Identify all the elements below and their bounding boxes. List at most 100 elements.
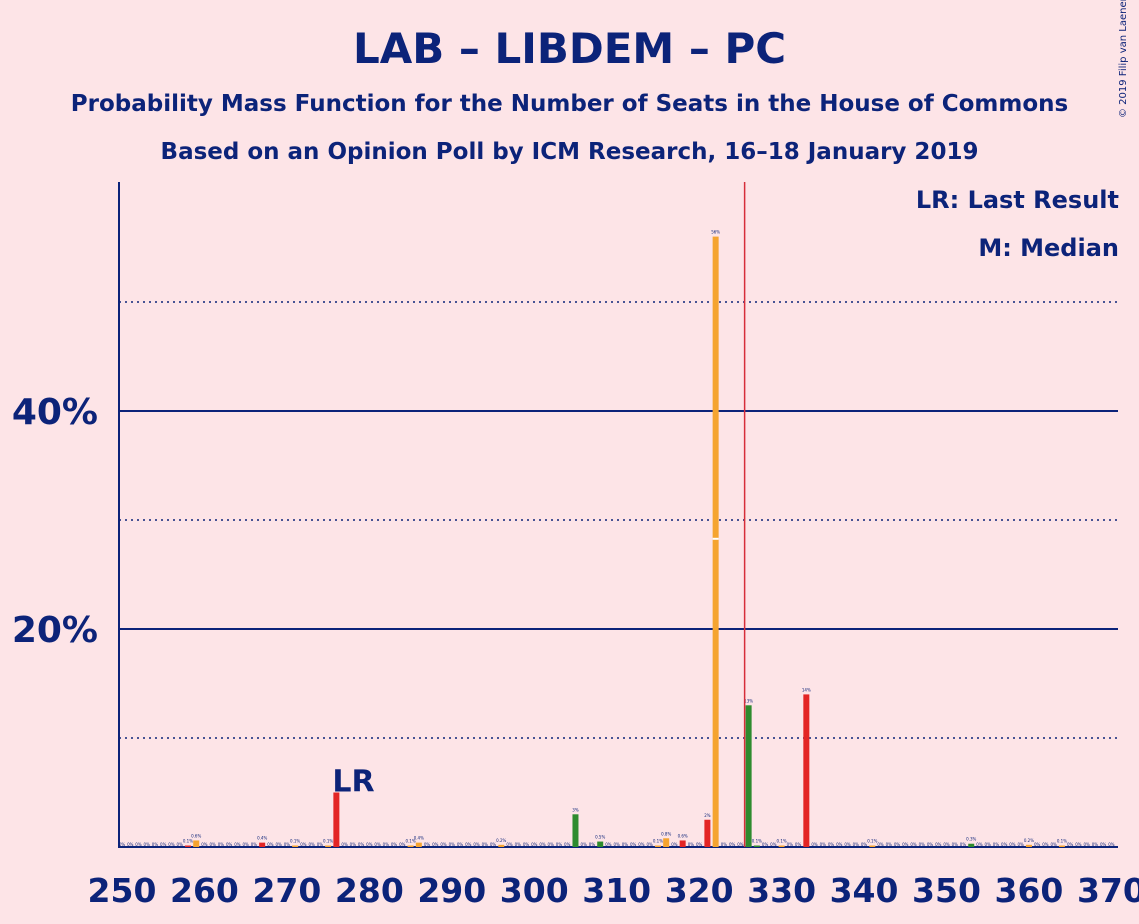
zero-label: 0% (828, 842, 835, 847)
bar-value-label: 0.1% (290, 839, 300, 844)
bar-seat-330 (778, 845, 785, 847)
zero-label: 0% (581, 842, 588, 847)
zero-label: 0% (424, 842, 431, 847)
bar-value-label: 56% (711, 230, 720, 235)
zero-label: 0% (127, 842, 134, 847)
bar-value-label: 0.1% (1057, 839, 1067, 844)
zero-label: 0% (251, 842, 258, 847)
zero-label: 0% (449, 842, 456, 847)
zero-label: 0% (853, 842, 860, 847)
bar-seat-333 (803, 694, 810, 847)
bar-seat-322 (712, 236, 719, 848)
zero-label: 0% (548, 842, 555, 847)
zero-label: 0% (1092, 842, 1099, 847)
zero-label: 0% (226, 842, 233, 847)
zero-label: 0% (1001, 842, 1008, 847)
bar-seat-276 (333, 792, 340, 847)
zero-label: 0% (275, 842, 282, 847)
y-tick-label: 20% (12, 610, 98, 651)
zero-label: 0% (1018, 842, 1025, 847)
zero-label: 0% (844, 842, 851, 847)
bar-seat-271 (292, 845, 299, 847)
zero-label: 0% (638, 842, 645, 847)
zero-label: 0% (770, 842, 777, 847)
x-tick-label: 250 (88, 871, 157, 910)
zero-label: 0% (144, 842, 151, 847)
bar-seat-341 (869, 845, 876, 847)
zero-label: 0% (1108, 842, 1115, 847)
zero-label: 0% (1100, 842, 1107, 847)
x-tick-label: 310 (582, 871, 651, 910)
zero-label: 0% (317, 842, 324, 847)
zero-label: 0% (861, 842, 868, 847)
zero-label: 0% (910, 842, 917, 847)
bar-seat-267 (259, 842, 266, 847)
zero-label: 0% (210, 842, 217, 847)
zero-label: 0% (465, 842, 472, 847)
x-tick-label: 340 (830, 871, 899, 910)
x-tick-label: 270 (252, 871, 321, 910)
zero-label: 0% (671, 842, 678, 847)
bar-seat-353 (968, 843, 975, 847)
zero-label: 0% (1051, 842, 1058, 847)
bar-seat-308 (597, 841, 604, 847)
zero-label: 0% (556, 842, 563, 847)
zero-label: 0% (242, 842, 249, 847)
zero-label: 0% (935, 842, 942, 847)
zero-label: 0% (135, 842, 142, 847)
zero-label: 0% (894, 842, 901, 847)
zero-label: 0% (350, 842, 357, 847)
bar-value-label: 0.4% (414, 836, 424, 841)
x-tick-label: 280 (335, 871, 404, 910)
zero-label: 0% (836, 842, 843, 847)
zero-label: 0% (952, 842, 959, 847)
zero-label: 0% (1067, 842, 1074, 847)
zero-label: 0% (383, 842, 390, 847)
zero-label: 0% (440, 842, 447, 847)
bar-value-label: 0.1% (867, 839, 877, 844)
bar-seat-316 (663, 838, 670, 847)
zero-label: 0% (729, 842, 736, 847)
x-tick-label: 360 (995, 871, 1064, 910)
bar-value-label: 2% (704, 813, 711, 818)
zero-label: 0% (762, 842, 769, 847)
zero-label: 0% (943, 842, 950, 847)
zero-label: 0% (985, 842, 992, 847)
zero-label: 0% (688, 842, 695, 847)
zero-label: 0% (267, 842, 274, 847)
zero-label: 0% (737, 842, 744, 847)
bar-seat-360 (1025, 844, 1032, 847)
bar-seat-296 (498, 844, 505, 847)
zero-label: 0% (119, 842, 126, 847)
legend-median: M: Median (978, 234, 1119, 262)
zero-label: 0% (177, 842, 184, 847)
bar-value-label: 14% (802, 687, 811, 692)
bar-value-label: 0.2% (496, 838, 506, 843)
zero-label: 0% (457, 842, 464, 847)
zero-label: 0% (168, 842, 175, 847)
zero-label: 0% (1075, 842, 1082, 847)
bar-value-label: 0.1% (405, 839, 415, 844)
bar-value-label: 0.6% (678, 833, 688, 838)
x-tick-label: 290 (417, 871, 486, 910)
zero-label: 0% (1034, 842, 1041, 847)
zero-label: 0% (605, 842, 612, 847)
zero-label: 0% (877, 842, 884, 847)
bar-seat-286 (415, 842, 422, 847)
bar-value-label: 0.4% (257, 836, 267, 841)
zero-label: 0% (201, 842, 208, 847)
zero-label: 0% (721, 842, 728, 847)
x-tick-label: 320 (665, 871, 734, 910)
zero-label: 0% (366, 842, 373, 847)
bar-value-label: 0.5% (595, 835, 605, 840)
zero-label: 0% (358, 842, 365, 847)
zero-label: 0% (960, 842, 967, 847)
zero-label: 0% (531, 842, 538, 847)
zero-label: 0% (432, 842, 439, 847)
zero-label: 0% (482, 842, 489, 847)
zero-label: 0% (284, 842, 291, 847)
bar-value-label: 0.8% (661, 831, 671, 836)
zero-label: 0% (630, 842, 637, 847)
zero-label: 0% (589, 842, 596, 847)
